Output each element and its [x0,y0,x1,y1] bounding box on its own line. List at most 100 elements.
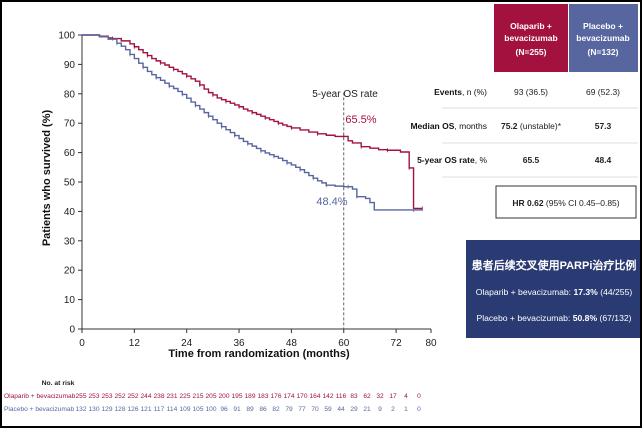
x-tick-label: 80 [425,338,437,349]
at-risk-value: 121 [140,406,151,413]
x-tick-label: 72 [391,338,403,349]
at-risk-value: 117 [154,406,165,413]
at-risk-values: 255 253 253 252 252 244 238 231 225 215 205 200 195 1… [75,393,421,413]
events-placebo: 69 (52.3) [586,87,620,97]
at-risk-title: No. at risk [42,380,75,387]
at-risk-value: 195 [231,393,242,400]
median-os-olaparib: 75.2 (unstable)* [501,121,562,131]
five-year-rate-label: 5-year OS rate, % [417,155,487,165]
placebo-header-cell [569,4,638,72]
at-risk-value: 252 [114,393,125,400]
at-risk-value: 164 [309,393,320,400]
at-risk-value: 130 [88,406,99,413]
x-tick-label: 12 [129,338,141,349]
at-risk-value: 200 [218,393,229,400]
placebo-rate-label: 48.4% [316,196,347,208]
at-risk-value: 183 [257,393,268,400]
x-ticks: 0 12 24 36 48 60 72 80 [79,329,437,349]
at-risk-value: 126 [127,406,138,413]
crossover-title: 患者后续交叉使用PARPi治疗比例 [472,258,637,272]
survival-curves [82,34,423,212]
at-risk-value: 44 [337,406,345,413]
y-ticks: 0 10 20 30 40 50 60 70 80 90 100 [58,31,82,336]
at-risk-value: 109 [179,406,190,413]
y-tick-label: 90 [64,60,76,71]
at-risk-label-olaparib: Olaparib + bevacizumab [4,393,76,400]
five-year-label: 5-year OS rate [312,89,378,100]
at-risk-value: 32 [376,393,384,400]
y-tick-label: 40 [64,207,76,218]
crossover-olaparib: Olaparib + bevacizumab: 17.3% (44/255) [476,287,633,297]
at-risk-value: 0 [417,406,421,413]
x-tick-label: 0 [79,338,85,349]
at-risk-value: 62 [363,393,371,400]
y-tick-label: 70 [64,119,76,130]
placebo-header-line2: bevacizumab [576,33,629,43]
y-tick-label: 100 [58,31,75,42]
placebo-header-line3: (N=132) [588,47,619,57]
at-risk-value: 174 [283,393,294,400]
at-risk-value: 70 [311,406,319,413]
hr-box [495,185,637,219]
at-risk-value: 1 [404,406,408,413]
at-risk-value: 79 [285,406,293,413]
at-risk-value: 253 [101,393,112,400]
olaparib-header-line3: (N=255) [516,47,547,57]
at-risk-value: 100 [205,406,216,413]
median-os-placebo: 57.3 [595,121,612,131]
summary-table: Olaparib + bevacizumab (N=255) Placebo +… [410,4,638,219]
at-risk-value: 225 [179,393,190,400]
median-os-label: Median OS, months [410,121,487,131]
at-risk-value: 4 [404,393,408,400]
at-risk-label-placebo: Placebo + bevacizumab [4,406,75,413]
y-tick-label: 0 [69,325,75,336]
five-year-rate-placebo: 48.4 [595,155,612,165]
olaparib-header-line2: bevacizumab [504,33,557,43]
x-tick-label: 48 [286,338,298,349]
at-risk-value: 215 [192,393,203,400]
at-risk-value: 86 [259,406,267,413]
at-risk-value: 0 [417,393,421,400]
crossover-placebo: Placebo + bevacizumab: 50.8% (67/132) [476,313,631,323]
at-risk-value: 83 [350,393,358,400]
y-tick-label: 50 [64,178,76,189]
events-label: Events, n (%) [434,87,487,97]
y-tick-label: 60 [64,148,76,159]
at-risk-value: 252 [127,393,138,400]
events-olaparib: 93 (36.5) [514,87,548,97]
at-risk-value: 255 [75,393,86,400]
at-risk-value: 91 [233,406,241,413]
at-risk-value: 89 [246,406,254,413]
x-tick-label: 24 [181,338,193,349]
at-risk-value: 132 [75,406,86,413]
y-tick-label: 10 [64,295,76,306]
x-tick-label: 60 [338,338,350,349]
at-risk-value: 128 [114,406,125,413]
olaparib-curve [82,34,423,210]
placebo-header-line1: Placebo + [583,21,623,31]
olaparib-rate-label: 65.5% [345,114,376,126]
at-risk-value: 116 [336,393,347,400]
at-risk-value: 170 [296,393,307,400]
x-tick-label: 36 [233,338,245,349]
hazard-ratio: HR 0.62 (95% CI 0.45–0.85) [512,198,619,208]
at-risk-value: 114 [167,406,178,413]
at-risk-value: 105 [192,406,203,413]
at-risk-value: 96 [220,406,228,413]
at-risk-value: 238 [153,393,164,400]
at-risk-value: 17 [389,393,397,400]
crossover-background [466,240,640,338]
at-risk-value: 21 [363,406,371,413]
at-risk-value: 77 [298,406,306,413]
crossover-box: 患者后续交叉使用PARPi治疗比例 Olaparib + bevacizumab… [466,240,640,338]
y-axis-title: Patients who survived (%) [41,110,53,247]
at-risk-value: 253 [88,393,99,400]
at-risk-value: 176 [270,393,281,400]
olaparib-header-cell [494,4,568,72]
five-year-rate-olaparib: 65.5 [523,155,540,165]
at-risk-value: 231 [166,393,177,400]
at-risk-value: 59 [324,406,332,413]
at-risk-value: 142 [322,393,333,400]
